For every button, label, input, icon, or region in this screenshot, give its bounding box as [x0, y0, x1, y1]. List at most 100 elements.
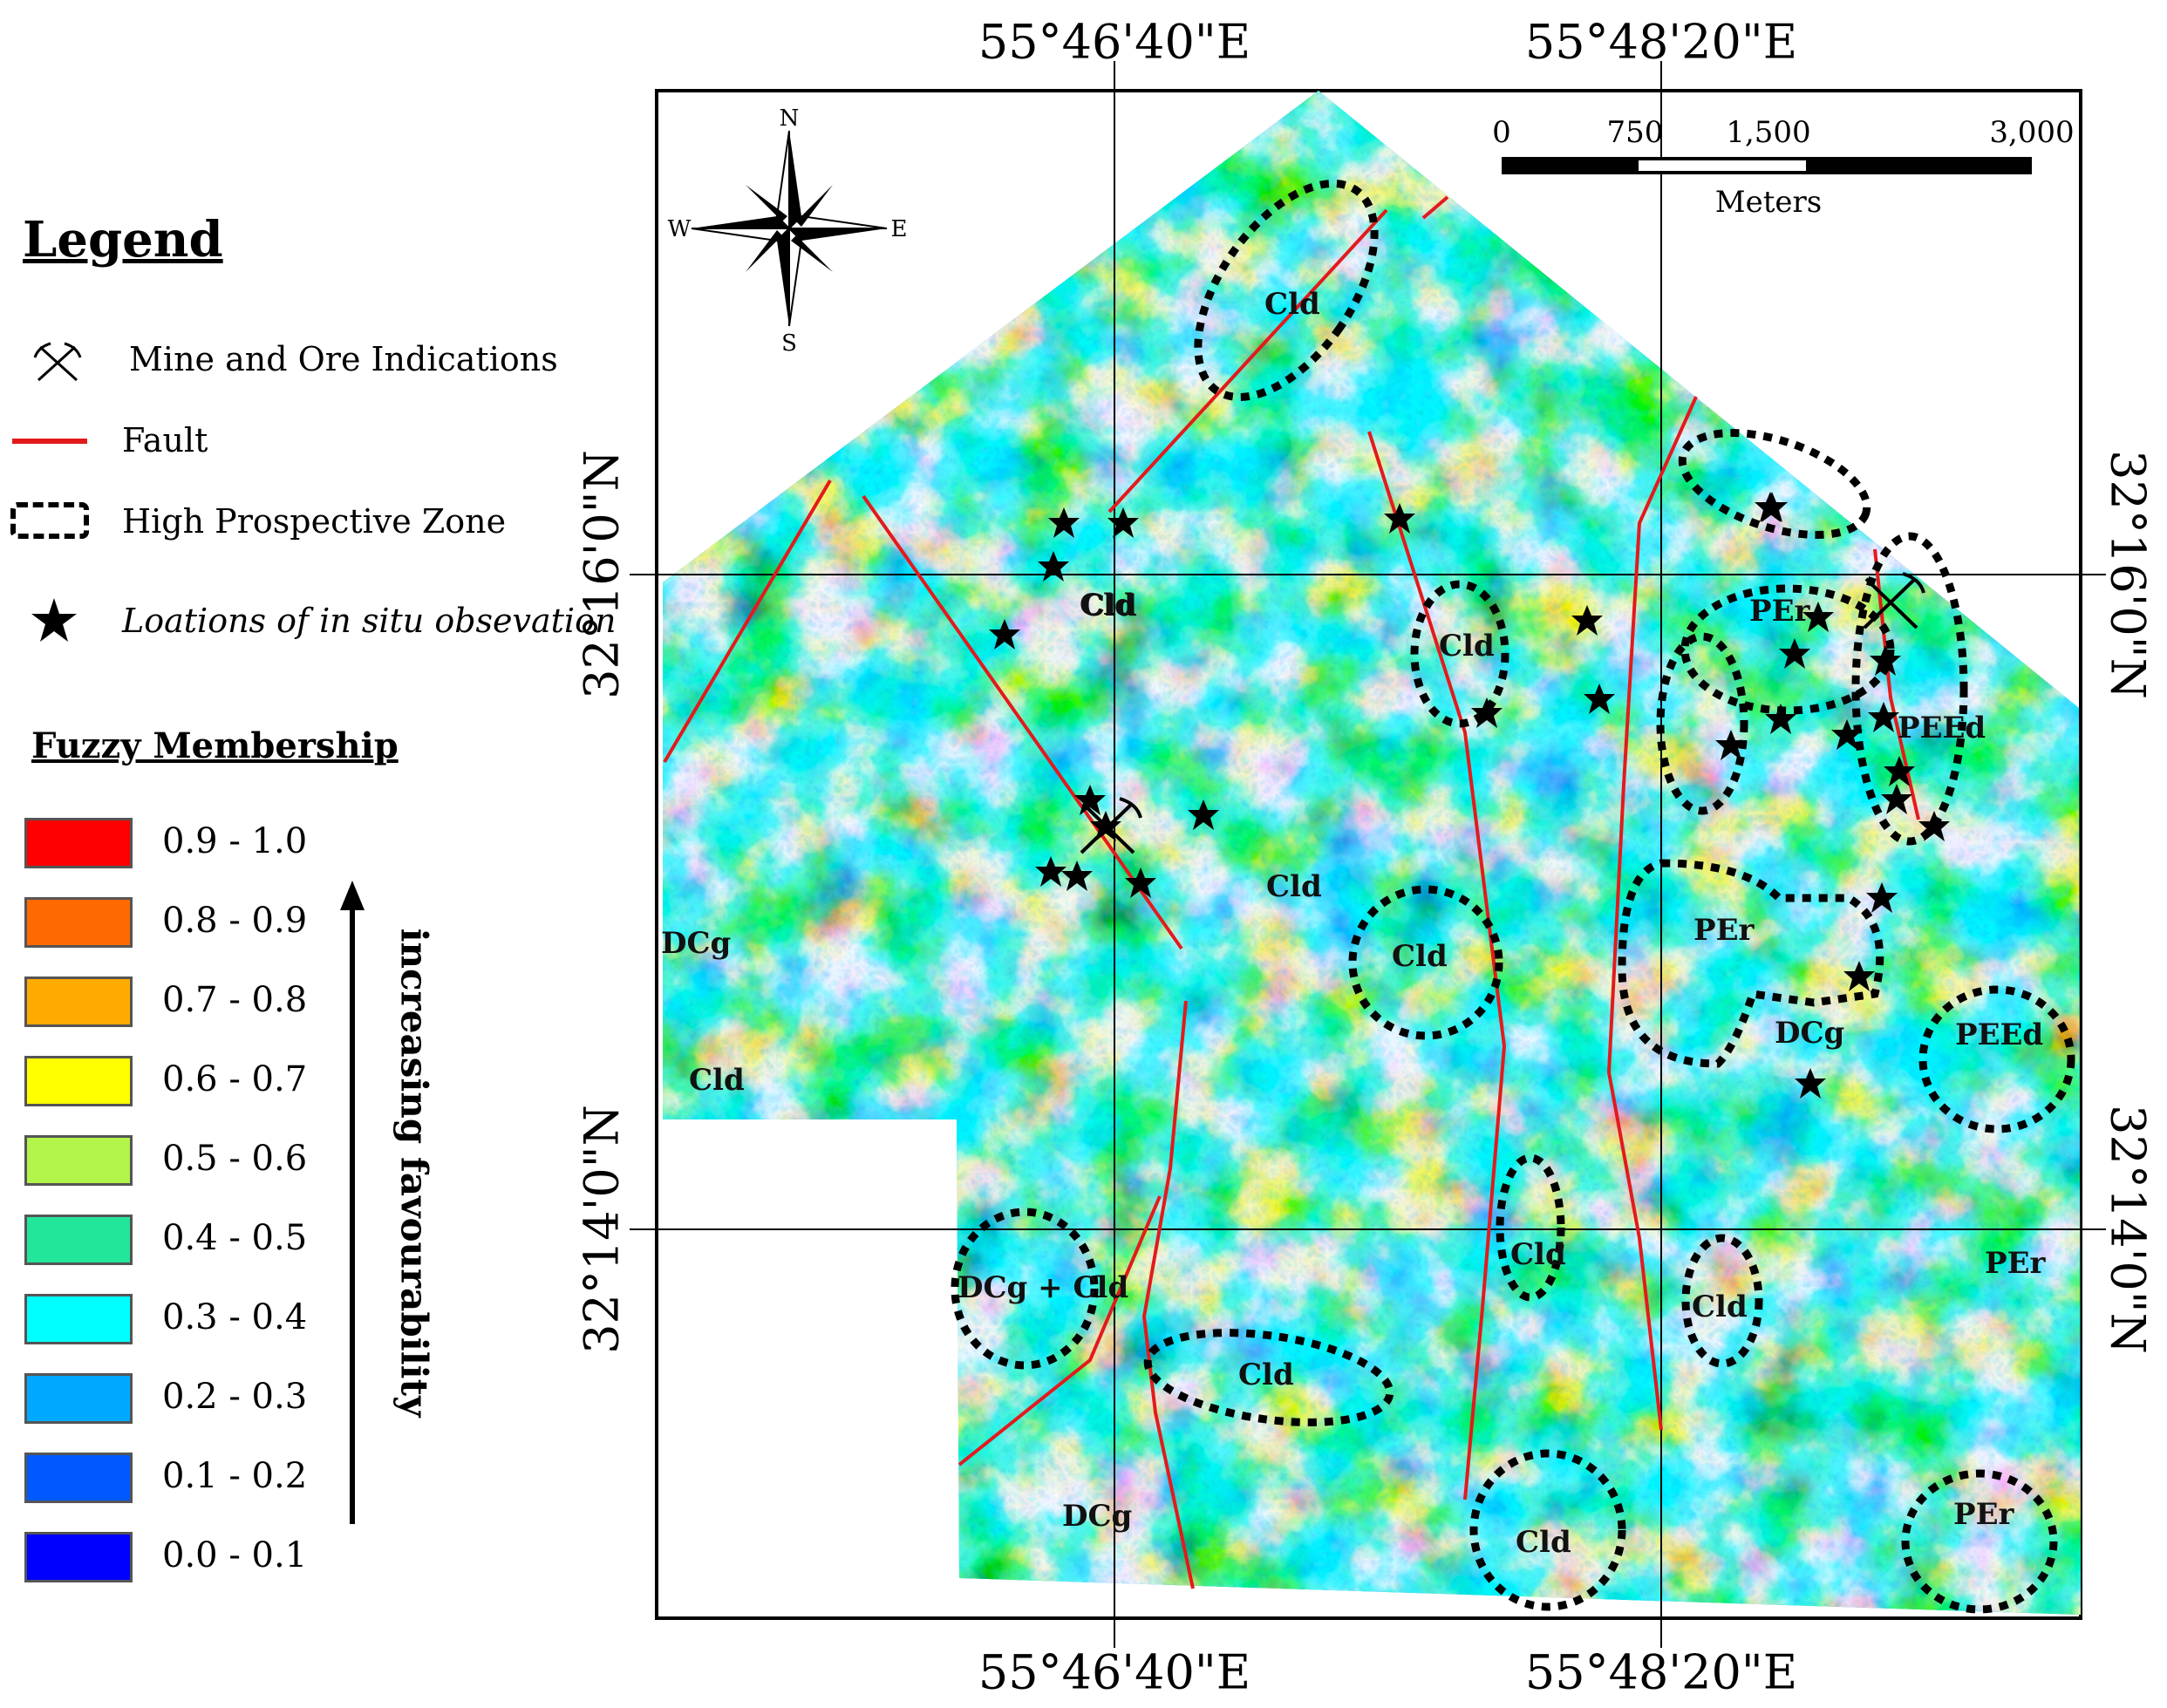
- class-label: 0.2 - 0.3: [162, 1377, 308, 1417]
- lon-label-bottom-right: 55°48'20"E: [1524, 1644, 1798, 1700]
- scale-tick-3000: 3,000: [1989, 115, 2075, 150]
- zone-label: PEEd: [1955, 1017, 2043, 1052]
- star-icon: [1795, 1068, 1826, 1099]
- faults: [663, 195, 1920, 1589]
- star-icon: [989, 619, 1020, 650]
- class-label: 0.9 - 1.0: [162, 821, 308, 861]
- zone-label: Cld: [1238, 1358, 1294, 1392]
- star-icon: [1107, 507, 1139, 538]
- swatch-8: [24, 1453, 133, 1503]
- unit-label: Cld: [1080, 588, 1135, 623]
- fault: [1606, 396, 1698, 1431]
- lon-label-top-left: 55°46'40"E: [978, 14, 1251, 70]
- star-icon: [1866, 882, 1898, 913]
- star-icon: [1868, 702, 1899, 732]
- star-icon: [1756, 492, 1788, 522]
- favourability-arrow: [340, 881, 365, 1524]
- star-icon: [1884, 756, 1915, 786]
- pickaxe-cross-icon: [1080, 797, 1142, 854]
- fault-line-symbol: [12, 439, 87, 444]
- swatch-5: [24, 1215, 133, 1265]
- south-label: S: [781, 330, 797, 357]
- zone-labels: Cld Cld Cld Cld Cld Cld Cld Cld PEr PEEd…: [661, 287, 2046, 1560]
- star-icon: [1125, 868, 1156, 898]
- unit-label: PEr: [1985, 1246, 2046, 1281]
- star-icon: [1715, 730, 1747, 760]
- zone: [1410, 580, 1509, 728]
- zone: [1469, 1449, 1626, 1611]
- class-label: 0.1 - 0.2: [162, 1456, 308, 1496]
- prospective-zones: [951, 180, 2075, 1614]
- star-icon: [1048, 507, 1080, 538]
- lat-label-left-top: 32°16'0"N: [574, 450, 630, 699]
- swatch-2: [24, 976, 133, 1027]
- zone: [1348, 885, 1503, 1040]
- unit-label: DCg: [1775, 1016, 1844, 1051]
- fault: [1141, 1000, 1195, 1589]
- swatch-6: [24, 1294, 133, 1344]
- fuzzy-raster: [663, 91, 2081, 1615]
- zone: [1194, 180, 1379, 401]
- swatch-1: [24, 897, 133, 948]
- scale-tick-750: 750: [1606, 115, 1664, 150]
- fault: [957, 1195, 1162, 1466]
- zone-label: PEr: [1953, 1497, 2014, 1532]
- zone: [1918, 985, 2075, 1133]
- north-label: N: [780, 105, 800, 132]
- class-label: 0.4 - 0.5: [162, 1218, 308, 1258]
- unit-label: Cld: [1266, 869, 1322, 904]
- star-icon: [31, 598, 77, 642]
- swatch-9: [24, 1532, 133, 1582]
- star-icon: [1061, 861, 1093, 891]
- star-icon: [1779, 638, 1810, 669]
- star-icon: [1188, 800, 1219, 830]
- legend-label-observation: Loations of in situ obsevation: [122, 602, 617, 640]
- mine-indications: [1080, 572, 1925, 854]
- prospective-zone-symbol: [10, 502, 89, 539]
- zone: [1680, 584, 1895, 715]
- star-icon: [1843, 961, 1875, 991]
- class-label: 0.6 - 0.7: [162, 1059, 308, 1099]
- zone: [1656, 632, 1748, 815]
- star-icon: [1870, 645, 1901, 676]
- lon-label-top-right: 55°48'20"E: [1524, 14, 1798, 70]
- star-icon: [1584, 684, 1615, 714]
- fault: [1873, 548, 1920, 820]
- star-icon: [1765, 704, 1796, 734]
- star-icon: [1881, 784, 1912, 814]
- swatch-3: [24, 1056, 133, 1106]
- zone-label: Cld: [1392, 939, 1448, 974]
- swatch-7: [24, 1373, 133, 1424]
- zone-label: PEr: [1749, 594, 1810, 629]
- star-icon: [1831, 719, 1863, 750]
- scale-bar: [1502, 157, 2032, 174]
- zone-label: Cld: [1510, 1237, 1566, 1272]
- zone: [1496, 1153, 1565, 1302]
- zone: [1678, 429, 1871, 539]
- zone: [1681, 1234, 1763, 1368]
- fault: [1107, 208, 1388, 514]
- unit-label: DCg: [661, 926, 731, 961]
- lat-label-right-bottom: 32°14'0"N: [2100, 1105, 2156, 1354]
- zone-label: PEEd: [1898, 711, 1986, 745]
- zone: [1901, 1469, 2058, 1614]
- class-label: 0.3 - 0.4: [162, 1297, 308, 1337]
- east-label: E: [891, 216, 908, 242]
- legend-title: Legend: [23, 211, 223, 269]
- legend-label-mine: Mine and Ore Indications: [129, 340, 558, 378]
- west-label: W: [668, 216, 692, 242]
- star-icon: [1384, 503, 1415, 534]
- zone-label: Cld: [1081, 589, 1137, 623]
- scale-unit: Meters: [1714, 185, 1823, 220]
- legend-label-fault: Fault: [122, 421, 208, 459]
- zone-label: Cld: [1264, 287, 1320, 322]
- zone-label: Cld: [1692, 1290, 1748, 1324]
- zone-label: Cld: [1516, 1525, 1571, 1560]
- map-frame: [655, 89, 2082, 1620]
- fuzzy-membership-title: Fuzzy Membership: [31, 725, 399, 766]
- zone-label: PEr: [1693, 913, 1755, 948]
- fault: [1421, 195, 1449, 220]
- class-label: 0.5 - 0.6: [162, 1139, 308, 1179]
- scale-tick-0: 0: [1492, 115, 1511, 150]
